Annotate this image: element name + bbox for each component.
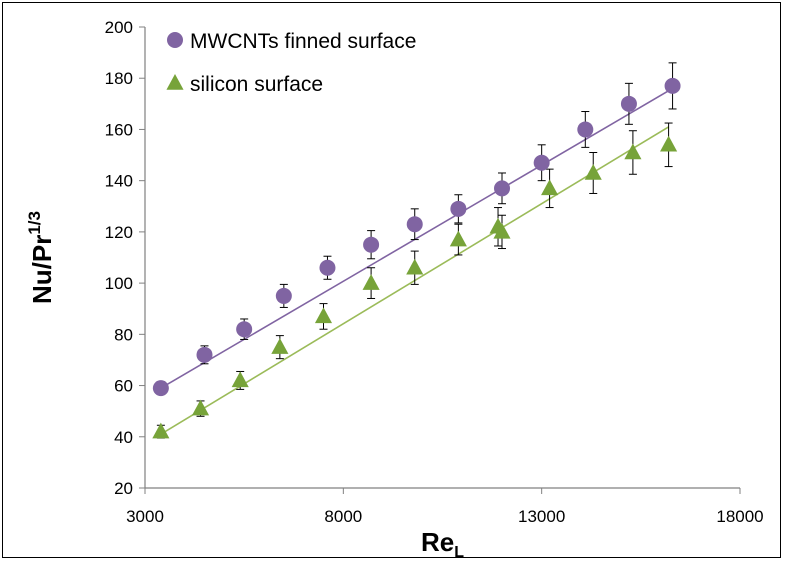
mwcnt-point <box>197 347 213 363</box>
silicon-point <box>406 259 423 275</box>
mwcnt-point <box>319 260 335 276</box>
x-axis-title: ReL <box>421 527 464 559</box>
silicon-point <box>660 136 677 152</box>
silicon-point <box>363 274 380 290</box>
silicon-point <box>541 179 558 195</box>
mwcnt-point <box>450 201 466 217</box>
silicon-point <box>271 338 288 354</box>
y-tick-label: 160 <box>105 120 133 139</box>
y-axis-title-sup: 1/3 <box>25 211 44 235</box>
y-tick-label: 180 <box>105 69 133 88</box>
data-markers <box>152 78 680 439</box>
y-axis-title-main: Nu/Pr <box>27 235 57 304</box>
mwcnt-point <box>621 96 637 112</box>
mwcnt-point <box>494 180 510 196</box>
mwcnt-point <box>665 78 681 94</box>
x-axis-title-main: Re <box>421 527 454 557</box>
legend-mwcnt-marker <box>167 32 183 48</box>
x-axis-title-sub: L <box>454 544 464 559</box>
scatter-chart: 20 40 60 80 100 120 140 160 180 200 3000 8000 13000… <box>3 3 782 559</box>
mwcnt-point <box>577 121 593 137</box>
mwcnt-point <box>534 155 550 171</box>
x-axis-ticks: 3000 8000 13000 18000 <box>126 488 764 526</box>
y-tick-label: 20 <box>114 479 133 498</box>
y-axis-ticks: 20 40 60 80 100 120 140 160 180 200 <box>105 18 145 498</box>
legend-mwcnt-label: MWCNTs finned surface <box>190 30 416 53</box>
silicon-point <box>450 231 467 247</box>
mwcnt-point <box>407 216 423 232</box>
mwcnt-point <box>276 288 292 304</box>
x-tick-label: 8000 <box>324 507 362 526</box>
y-axis-title: Nu/Pr1/3 <box>25 211 57 304</box>
y-tick-label: 40 <box>114 428 133 447</box>
legend-silicon-marker <box>166 74 183 90</box>
legend-silicon-label: silicon surface <box>190 73 323 96</box>
x-tick-label: 18000 <box>716 507 763 526</box>
y-tick-label: 60 <box>114 377 133 396</box>
y-tick-label: 80 <box>114 325 133 344</box>
silicon-point <box>585 164 602 180</box>
x-tick-label: 3000 <box>126 507 164 526</box>
axes <box>145 27 740 488</box>
legend: MWCNTs finned surface silicon surface <box>166 30 416 96</box>
mwcnt-point <box>236 321 252 337</box>
y-tick-label: 140 <box>105 172 133 191</box>
mwcnt-point <box>363 237 379 253</box>
silicon-point <box>232 371 249 387</box>
mwcnt-point <box>153 380 169 396</box>
y-tick-label: 120 <box>105 223 133 242</box>
silicon-point <box>315 307 332 323</box>
y-tick-label: 200 <box>105 18 133 37</box>
x-tick-label: 13000 <box>518 507 565 526</box>
mwcnt-trend-line <box>161 88 673 388</box>
y-tick-label: 100 <box>105 274 133 293</box>
